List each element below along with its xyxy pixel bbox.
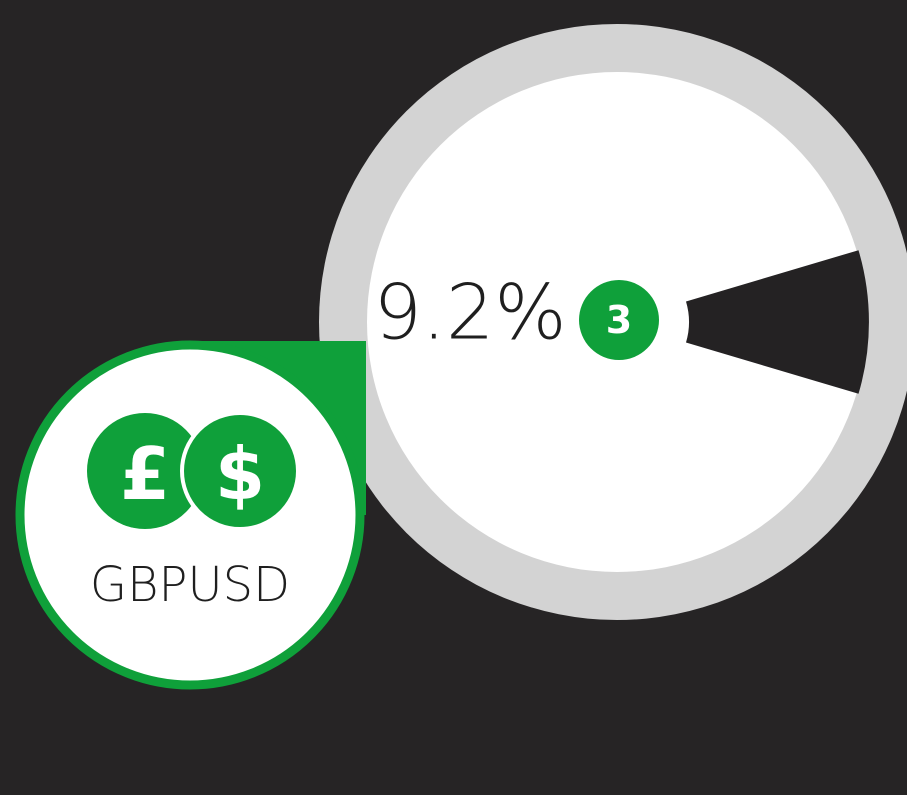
- symbol-name: GBPUSD: [90, 557, 290, 613]
- pound-coin: [87, 413, 203, 529]
- rank-badge: [579, 280, 659, 360]
- dollar-coin: [180, 411, 300, 531]
- share-wedge: [686, 250, 869, 394]
- share-label: 9.2%: [373, 268, 566, 357]
- rank-number: 3: [606, 298, 632, 342]
- pound-icon: £: [120, 432, 170, 516]
- dollar-icon: $: [215, 432, 265, 516]
- symbol-card: [15, 340, 365, 690]
